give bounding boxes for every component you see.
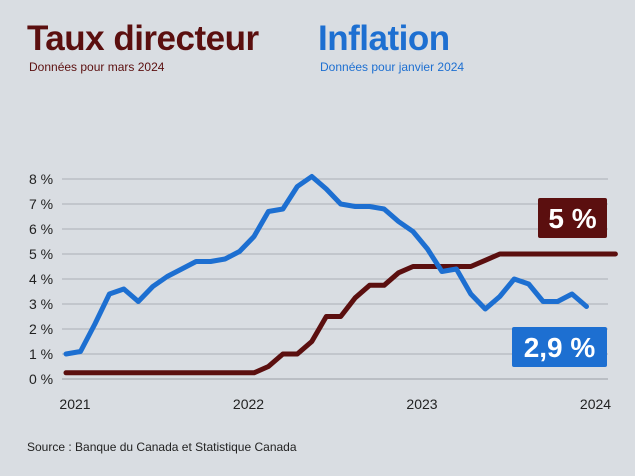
y-axis-ticks: 0 % 1 % 2 % 3 % 4 % 5 % 6 % 7 % 8 % [29, 171, 53, 387]
y-tick-label: 2 % [29, 321, 53, 337]
policy-rate-line [63, 251, 618, 376]
x-tick-label: 2024 [580, 396, 611, 412]
y-tick-label: 8 % [29, 171, 53, 187]
y-tick-label: 6 % [29, 221, 53, 237]
y-tick-label: 4 % [29, 271, 53, 287]
policy-rate-title: Taux directeur [27, 19, 259, 58]
policy-rate-badge-label: 5 % [548, 203, 596, 234]
series-lines [63, 174, 618, 376]
y-tick-label: 5 % [29, 246, 53, 262]
inflation-line [63, 174, 589, 357]
y-tick-label: 7 % [29, 196, 53, 212]
x-tick-label: 2023 [406, 396, 437, 412]
inflation-subtitle: Données pour janvier 2024 [320, 60, 465, 74]
x-tick-label: 2021 [59, 396, 90, 412]
inflation-badge: 2,9 % [512, 327, 607, 367]
inflation-badge-label: 2,9 % [524, 332, 596, 363]
x-tick-label: 2022 [233, 396, 264, 412]
policy-rate-badge: 5 % [538, 198, 607, 238]
source-note: Source : Banque du Canada et Statistique… [27, 440, 297, 454]
inflation-badge-bg [512, 327, 607, 367]
policy-rate-subtitle: Données pour mars 2024 [29, 60, 165, 74]
policy-rate-badge-bg [538, 198, 607, 238]
x-axis-ticks: 2021 2022 2023 2024 [59, 396, 611, 412]
inflation-title: Inflation [318, 19, 450, 58]
y-tick-label: 0 % [29, 371, 53, 387]
y-tick-label: 1 % [29, 346, 53, 362]
y-tick-label: 3 % [29, 296, 53, 312]
